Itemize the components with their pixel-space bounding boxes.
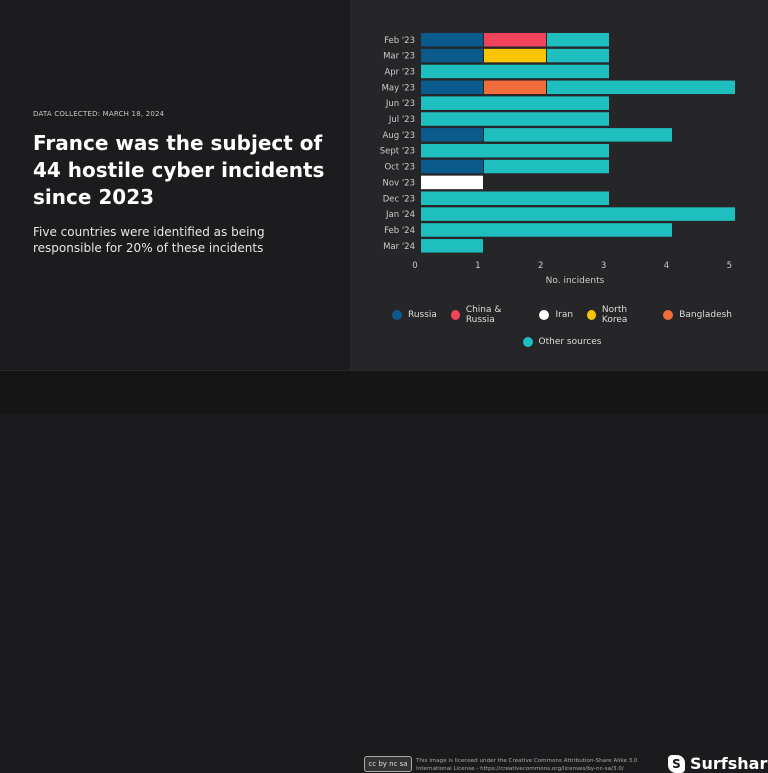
y-tick-label: Apr '23 [384, 67, 415, 77]
bar-other-sources-11 [421, 207, 735, 221]
brand-name: Surfshark [690, 754, 768, 773]
bar-russia-6 [421, 128, 483, 142]
license-text: This image is licensed under the Creativ… [416, 758, 638, 772]
y-tick-label: Jun '23 [385, 99, 415, 109]
legend-label: China & Russia [465, 305, 502, 325]
legend-item: North Korea [587, 305, 649, 325]
y-tick-label: Jul '23 [388, 115, 415, 125]
y-tick-label: Aug '23 [383, 131, 415, 141]
y-tick-label: Mar '23 [383, 52, 415, 62]
legend-swatch-icon [539, 310, 550, 320]
bar-other-sources-10 [421, 191, 609, 205]
legend-item: Bangladesh [663, 305, 732, 325]
left-panel: DATA COLLECTED: MARCH 18, 2024 France wa… [0, 0, 350, 370]
bar-other-sources-7 [421, 143, 609, 158]
x-tick-label: 4 [664, 261, 669, 271]
surfshark-logo: S Surfshark® [668, 754, 768, 773]
legend-item: China & Russia [450, 305, 526, 325]
bar-other-sources-8 [484, 159, 609, 174]
legend: Russia China & Russia Iran North Korea Bangl… [392, 305, 732, 359]
chart-panel: Feb '23 Mar '23 Apr '23 May '23 Jun '23 Jul '… [350, 0, 768, 370]
y-tick-label: Oct '23 [384, 163, 415, 173]
legend-label: Other sources [538, 337, 602, 347]
y-tick-label: Feb '23 [384, 36, 415, 46]
bar-russia-8 [421, 159, 483, 174]
x-tick-label: 3 [601, 261, 606, 271]
bar-russia-3 [421, 80, 483, 95]
data-collected-label: DATA COLLECTED: MARCH 18, 2024 [33, 110, 165, 118]
bar-other-sources-0 [547, 33, 609, 47]
bar-russia-1 [421, 48, 483, 63]
bar-other-sources-1 [547, 48, 609, 63]
x-tick-label: 2 [538, 261, 543, 271]
bar-other-sources-5 [421, 112, 609, 126]
cc-license-badge-icon: cc by nc sa [364, 756, 412, 772]
legend-label: Iran [555, 310, 574, 320]
legend-swatch-icon [663, 310, 674, 320]
page-subtitle: Five countries were identified as being … [33, 225, 265, 255]
legend-label: North Korea [601, 305, 628, 325]
y-tick-label: Sept '23 [380, 147, 415, 157]
y-tick-label: Feb '24 [384, 226, 415, 236]
x-tick-label: 0 [412, 261, 417, 271]
bar-other-sources-12 [421, 223, 672, 237]
bar-chart: Feb '23 Mar '23 Apr '23 May '23 Jun '23 Jul '… [380, 33, 735, 286]
bar-other-sources-2 [421, 64, 609, 79]
legend-label: Russia [408, 310, 437, 320]
legend-swatch-icon [522, 337, 533, 347]
y-tick-label: Dec '23 [383, 194, 415, 204]
x-axis-label: No. incidents [546, 276, 605, 286]
legend-item: Russia [392, 305, 437, 325]
bar-bangladesh-3 [484, 80, 546, 95]
bar-other-sources-3 [547, 80, 735, 95]
y-tick-label: Jan '24 [385, 210, 415, 220]
legend-swatch-icon [392, 310, 402, 320]
x-tick-label: 1 [475, 261, 480, 271]
footer: cc by nc sa This image is licensed under… [0, 370, 768, 773]
page-title: France was the subject of 44 hostile cyb… [33, 131, 325, 209]
legend-item: Other sources [522, 337, 602, 347]
legend-label: Bangladesh [679, 310, 732, 320]
legend-swatch-icon [587, 310, 596, 320]
bar-other-sources-13 [421, 239, 483, 253]
bar-china-russia-0 [484, 33, 546, 47]
bar-other-sources-4 [421, 96, 609, 110]
cc-badge-text: cc by nc sa [368, 760, 408, 768]
y-tick-label: Mar '24 [383, 242, 415, 252]
x-tick-label: 5 [727, 261, 732, 271]
bar-russia-0 [421, 33, 483, 47]
surfshark-icon: S [668, 754, 685, 773]
y-tick-label: May '23 [382, 83, 415, 93]
bar-north-korea-1 [484, 48, 546, 63]
bar-other-sources-6 [484, 128, 672, 142]
bar-iran-9 [421, 175, 483, 190]
legend-swatch-icon [450, 310, 460, 320]
legend-item: Iran [539, 305, 573, 325]
y-tick-label: Nov '23 [383, 178, 415, 188]
